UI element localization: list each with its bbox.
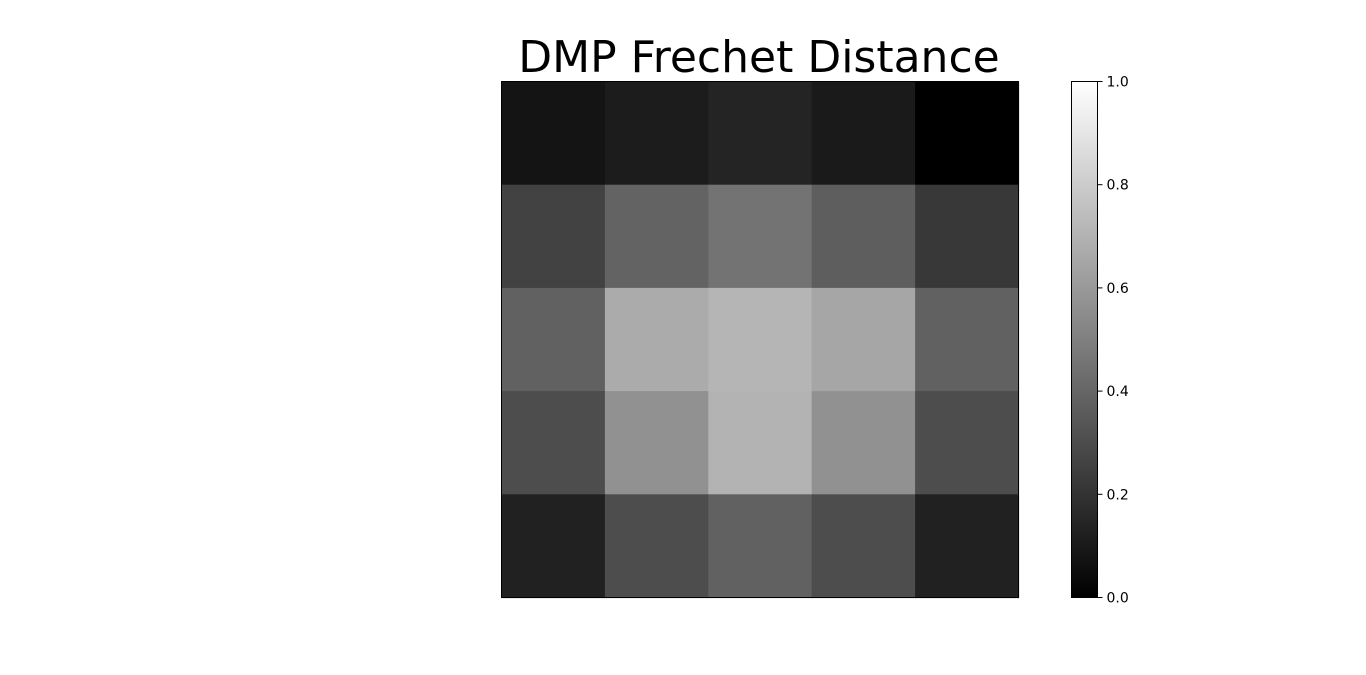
heatmap-cell: [708, 184, 813, 289]
heatmap-cell: [915, 184, 1020, 289]
heatmap-cell: [501, 184, 606, 289]
colorbar-tick-label: 0.8: [1107, 178, 1129, 194]
heatmap-cell: [811, 391, 916, 495]
heatmap-cell: [915, 287, 1020, 392]
heatmap-cell: [501, 287, 606, 392]
heatmap-cell: [604, 81, 709, 186]
heatmap-cell: [708, 81, 813, 186]
heatmap-cell: [708, 494, 813, 599]
colorbar-tick-label: 0.4: [1107, 384, 1129, 400]
heatmap-cell: [501, 81, 606, 186]
colorbar-gradient: [1071, 81, 1098, 598]
heatmap-cell: [811, 184, 916, 289]
heatmap-cells: [501, 81, 1020, 599]
colorbar-tick-label: 1.0: [1107, 75, 1129, 91]
heatmap-cell: [811, 81, 916, 186]
heatmap-cell: [811, 494, 916, 599]
colorbar-ticks: 0.0 0.2 0.4 0.6 0.8 1.0: [1097, 75, 1129, 607]
heatmap-frame: [501, 81, 1019, 598]
heatmap-cell: [501, 494, 606, 599]
heatmap-cell: [604, 184, 709, 289]
colorbar-tick-label: 0.6: [1107, 281, 1129, 297]
chart-title: DMP Frechet Distance: [518, 32, 999, 83]
heatmap-cell: [604, 391, 709, 495]
colorbar: 0.0 0.2 0.4 0.6 0.8 1.0: [1071, 75, 1129, 607]
heatmap-cell: [501, 391, 606, 495]
heatmap-cell: [811, 287, 916, 392]
heatmap-cell: [708, 287, 813, 392]
heatmap-cell: [708, 391, 813, 495]
heatmap-cell: [604, 287, 709, 392]
heatmap-cell: [915, 391, 1020, 495]
heatmap-cell: [604, 494, 709, 599]
colorbar-tick-label: 0.0: [1107, 591, 1129, 607]
heatmap-cell: [915, 494, 1020, 599]
colorbar-tick-label: 0.2: [1107, 487, 1129, 503]
heatmap-cell: [915, 81, 1020, 186]
